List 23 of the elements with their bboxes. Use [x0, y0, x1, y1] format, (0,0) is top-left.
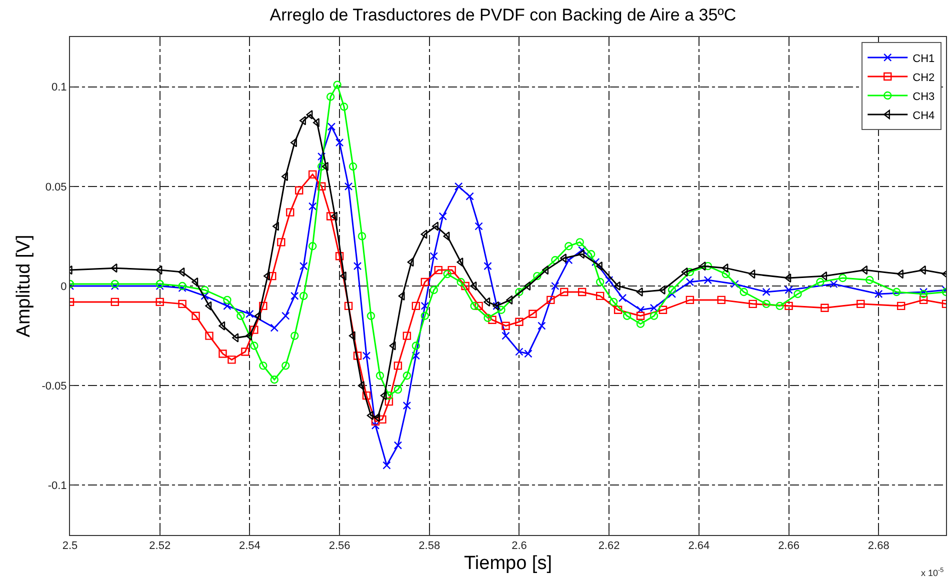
legend-label: CH3 [912, 90, 935, 103]
y-tick-label: 0 [60, 280, 67, 293]
x-tick-label: 2.56 [328, 540, 350, 552]
y-axis-title: Amplitud [V] [14, 234, 35, 338]
legend-label: CH4 [912, 110, 935, 122]
x-tick-label: 2.66 [778, 540, 800, 552]
x-tick-label: 2.52 [149, 540, 171, 552]
x-tick-label: 2.5 [62, 540, 78, 552]
y-tick-label: -0.1 [48, 480, 67, 492]
x-tick-label: 2.68 [868, 540, 890, 552]
chart-title: Arreglo de Trasductores de PVDF con Backing de Aire a 35ºC [270, 6, 736, 25]
y-tick-label: -0.05 [42, 380, 67, 392]
x-tick-label: 2.62 [598, 540, 620, 552]
x-tick-label: 2.64 [688, 540, 710, 552]
text: x 10$^{-5}$ [921, 567, 944, 578]
legend-label: CH1 [912, 52, 935, 65]
x-axis-title: Tiempo [s] [464, 553, 552, 574]
x-tick-label: 2.54 [238, 540, 260, 552]
y-tick-label: 0.1 [52, 82, 67, 94]
x-tick-label: 2.6 [512, 540, 527, 552]
y-tick-label: 0.05 [45, 181, 67, 194]
legend-label: CH2 [912, 72, 935, 84]
x-tick-label: 2.58 [418, 540, 440, 552]
